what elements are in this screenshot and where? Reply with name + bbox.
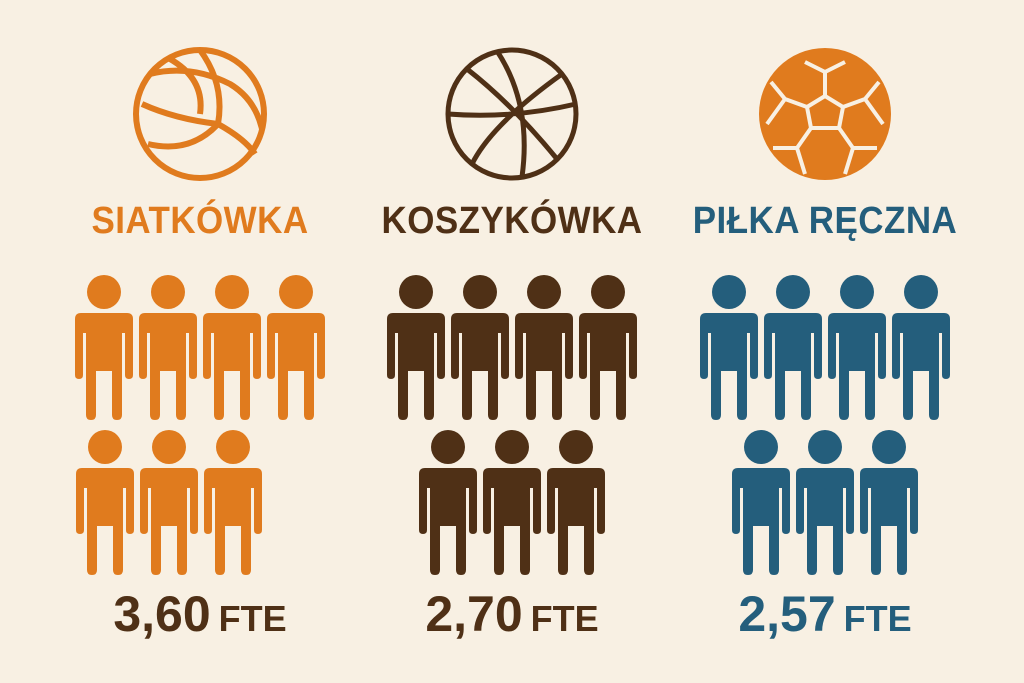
person-icon — [140, 430, 198, 575]
category-label: KOSZYKÓWKA — [381, 200, 643, 242]
person-icon — [732, 430, 790, 575]
handball-icon — [759, 48, 891, 180]
person-icon — [204, 430, 262, 575]
value-label: 2,70 FTE — [342, 585, 682, 643]
icon-row — [342, 430, 682, 575]
person-icon — [796, 430, 854, 575]
icon-row — [342, 275, 682, 420]
person-icon — [267, 275, 325, 420]
value: 2,57 — [738, 586, 836, 642]
person-icon — [419, 430, 477, 575]
value-label: 3,60 FTE — [30, 585, 370, 643]
person-icon — [892, 275, 950, 420]
person-icon — [547, 430, 605, 575]
person-icon — [515, 275, 573, 420]
person-icon — [387, 275, 445, 420]
person-icon — [76, 430, 134, 575]
value: 3,60 — [113, 586, 211, 642]
icon-row — [655, 275, 995, 420]
basketball-icon — [445, 47, 579, 181]
category-handball: PIŁKA RĘCZNA 2,57 FTE — [655, 0, 995, 683]
person-icon — [828, 275, 886, 420]
volleyball-icon — [133, 47, 267, 181]
icon-row — [655, 430, 995, 575]
person-icon — [139, 275, 197, 420]
icon-row — [30, 430, 416, 575]
category-label: SIATKÓWKA — [91, 200, 309, 242]
person-icon — [700, 275, 758, 420]
person-icon — [75, 275, 133, 420]
person-icon — [451, 275, 509, 420]
unit: FTE — [530, 598, 599, 639]
person-icon — [860, 430, 918, 575]
category-basketball: KOSZYKÓWKA 2,70 FTE — [342, 0, 682, 683]
category-label: PIŁKA RĘCZNA — [692, 200, 958, 242]
value-label: 2,57 FTE — [655, 585, 995, 643]
person-icon — [483, 430, 541, 575]
person-icon — [579, 275, 637, 420]
value: 2,70 — [425, 586, 523, 642]
unit: FTE — [218, 598, 287, 639]
unit: FTE — [843, 598, 912, 639]
category-volleyball: SIATKÓWKA 3,60 FTE — [30, 0, 370, 683]
person-icon — [764, 275, 822, 420]
person-icon — [203, 275, 261, 420]
icon-row — [30, 275, 370, 420]
